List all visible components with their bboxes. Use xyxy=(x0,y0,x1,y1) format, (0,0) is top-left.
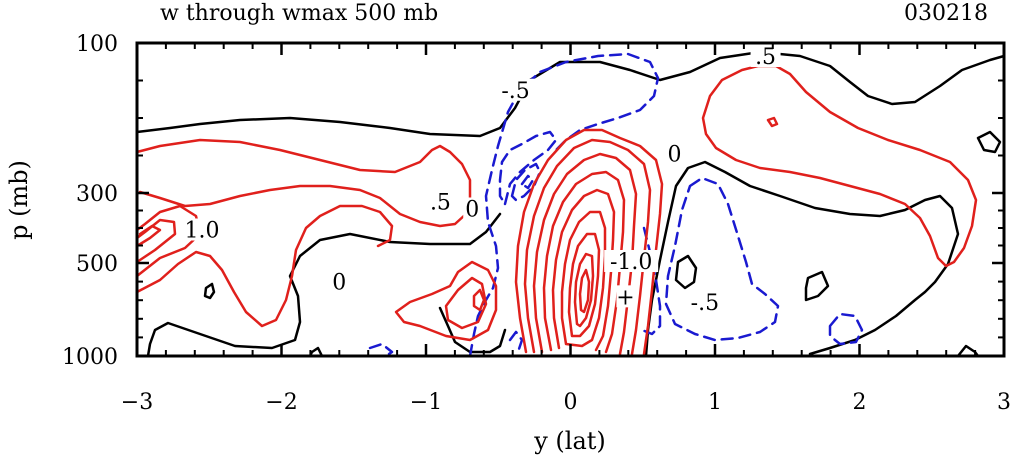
x-tick-label: 2 xyxy=(853,390,867,415)
contour-label-bg xyxy=(494,78,537,101)
contour-label: 1.0 xyxy=(185,219,220,244)
positive-contour xyxy=(766,116,779,128)
negative-contour xyxy=(520,174,535,190)
zero-contour xyxy=(146,212,502,358)
positive-contour xyxy=(444,276,488,330)
positive-contour xyxy=(135,138,472,228)
y-axis-label: p (mb) xyxy=(5,160,33,240)
contour-label-bg xyxy=(616,285,635,308)
positive-contour xyxy=(542,170,626,354)
positive-contour xyxy=(394,260,498,342)
contour-label-bg xyxy=(425,190,456,213)
plot-frame xyxy=(135,41,1006,358)
positive-contour xyxy=(135,224,162,248)
positive-contour xyxy=(551,188,616,352)
y-tick-label: 300 xyxy=(76,182,118,207)
contour-label: 0 xyxy=(465,198,479,223)
positive-contours xyxy=(135,64,978,356)
positive-contour xyxy=(514,128,664,356)
negative-contour xyxy=(828,312,864,346)
zero-contour xyxy=(135,50,1006,138)
negative-contour xyxy=(508,330,524,354)
negative-contour xyxy=(368,342,394,358)
contour-label: 0 xyxy=(332,270,346,295)
positive-contour xyxy=(135,204,394,328)
positive-contour xyxy=(701,64,978,268)
contour-label: 0 xyxy=(668,143,682,168)
negative-contour xyxy=(498,130,558,206)
x-tick-label: 0 xyxy=(564,390,578,415)
y-tick-label: 1000 xyxy=(62,345,118,370)
contour-label-bg xyxy=(330,270,349,293)
positive-contour xyxy=(567,232,601,338)
x-axis-label: y (lat) xyxy=(533,427,606,455)
zero-contour xyxy=(203,282,216,300)
x-tick-label: −3 xyxy=(121,390,153,415)
contour-label-bg xyxy=(750,45,781,67)
y-ticks: 100 300 500 1000 xyxy=(62,32,1004,370)
contour-label: + xyxy=(616,285,634,310)
contour-labels: .5 -.5 1.0 .5 0 0 0 -1.0 + -.5 xyxy=(181,45,781,316)
positive-contour xyxy=(472,288,486,312)
contour-label-bg xyxy=(463,197,482,220)
negative-contour xyxy=(510,162,542,202)
contour-label: .5 xyxy=(755,45,776,70)
contour-label-bg xyxy=(181,218,224,241)
y-tick-label: 100 xyxy=(76,32,118,57)
contour-label: .5 xyxy=(430,191,451,216)
contour-label-bg xyxy=(683,290,726,313)
contour-label: -.5 xyxy=(691,291,719,316)
positive-contour xyxy=(560,210,607,348)
y-tick-label: 500 xyxy=(76,252,118,277)
contour-label: -1.0 xyxy=(610,250,652,275)
contour-label-bg xyxy=(665,142,684,165)
x-tick-label: −1 xyxy=(410,390,442,415)
x-ticks: −3 −2 −1 0 1 2 3 xyxy=(121,43,1011,415)
x-tick-label: −2 xyxy=(265,390,297,415)
x-tick-label: 3 xyxy=(997,390,1011,415)
contour-lines xyxy=(135,50,1006,358)
contour-label-bg xyxy=(604,250,659,272)
positive-contour xyxy=(532,152,638,356)
zero-contour xyxy=(674,254,698,290)
positive-contour xyxy=(135,204,202,278)
zero-contour xyxy=(976,130,1002,154)
zero-contour xyxy=(644,160,960,358)
x-tick-label: 1 xyxy=(708,390,722,415)
date-label: 030218 xyxy=(904,1,988,26)
zero-contour xyxy=(956,344,980,358)
negative-contour xyxy=(664,176,780,342)
zero-contour xyxy=(804,270,830,302)
positive-contour xyxy=(573,252,595,328)
chart-title: w through wmax 500 mb xyxy=(160,1,438,26)
contour-label: -.5 xyxy=(501,79,529,104)
zero-contours xyxy=(135,50,1006,358)
positive-contour xyxy=(578,268,591,314)
